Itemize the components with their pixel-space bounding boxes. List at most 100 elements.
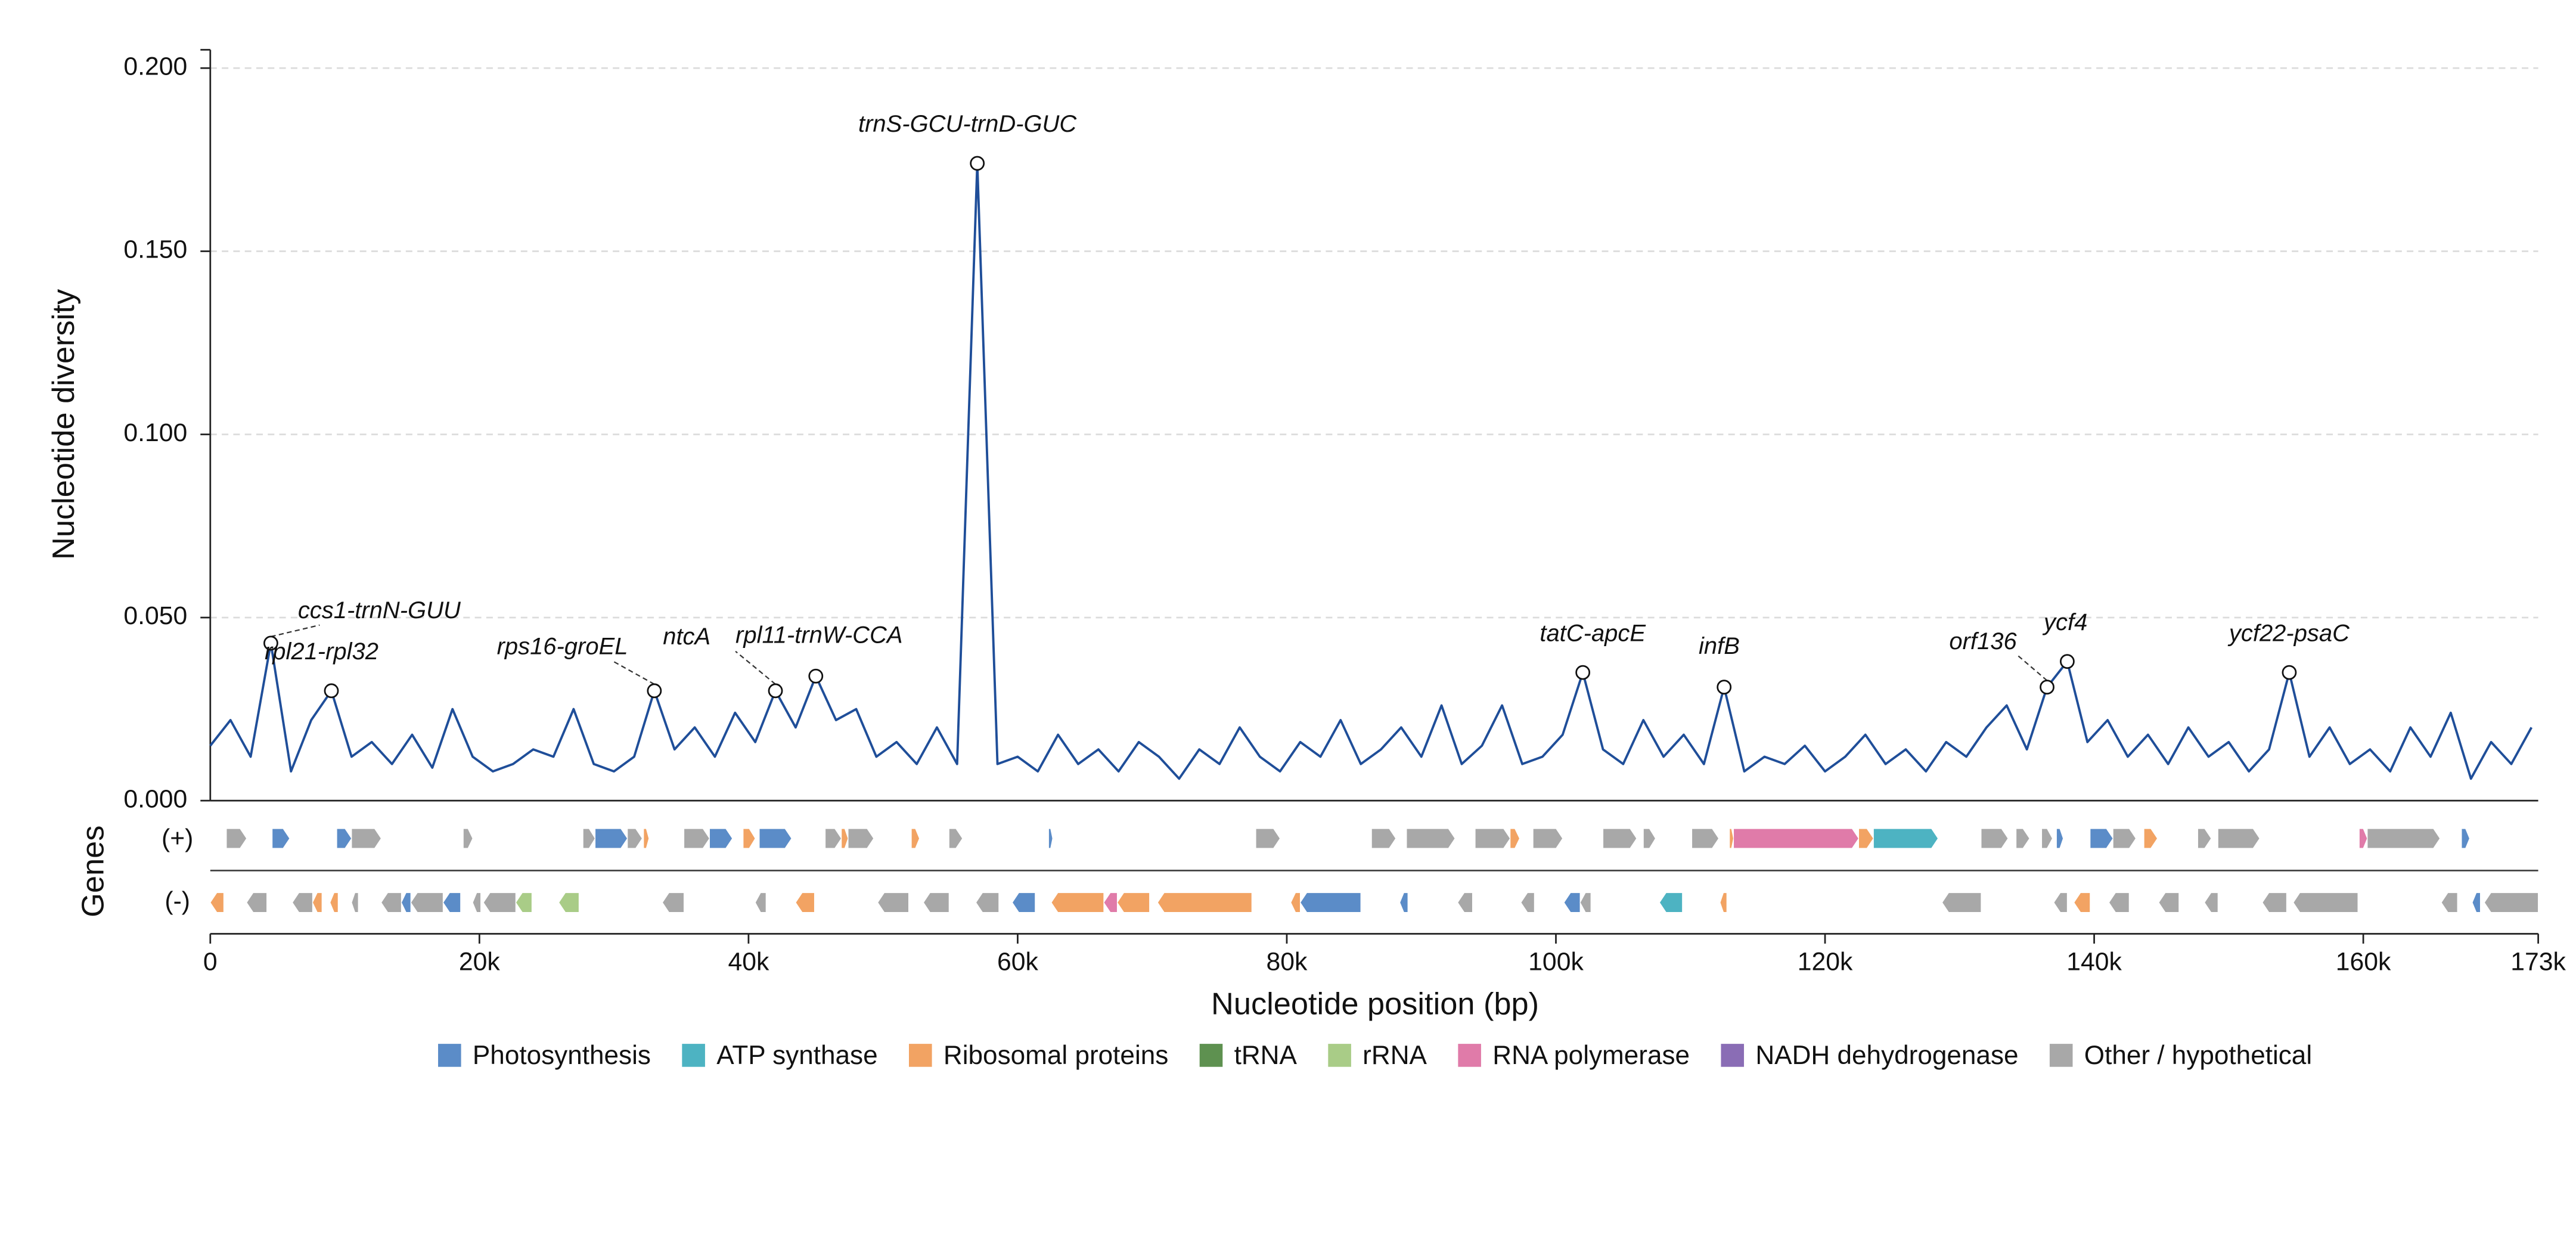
gene xyxy=(841,828,849,849)
gene xyxy=(330,892,339,913)
legend-label: NADH dehydrogenase xyxy=(1755,1041,2018,1070)
gene xyxy=(1255,828,1281,849)
gene xyxy=(351,828,382,849)
gene xyxy=(1520,892,1535,913)
gene xyxy=(643,828,650,849)
gene xyxy=(2484,892,2539,913)
gene xyxy=(558,892,579,913)
gene xyxy=(948,828,963,849)
gene xyxy=(291,892,313,913)
gene xyxy=(848,828,874,849)
gene xyxy=(1048,828,1053,849)
legend-swatch xyxy=(2049,1044,2073,1067)
x-tick-label: 140k xyxy=(2066,947,2122,976)
gene xyxy=(1399,892,1408,913)
gene xyxy=(1659,892,1683,913)
annotation-point xyxy=(324,683,339,699)
annotation-point xyxy=(768,683,783,699)
gene xyxy=(2143,828,2158,849)
annotation-label: rpl21-rpl32 xyxy=(265,638,378,665)
annotation-label: ntcA xyxy=(663,624,710,650)
gene xyxy=(246,892,268,913)
gene xyxy=(1733,828,1860,849)
gene xyxy=(1371,828,1396,849)
gene xyxy=(2056,828,2064,849)
gene xyxy=(1941,892,1982,913)
gene xyxy=(759,828,792,849)
gene xyxy=(1981,828,2009,849)
gene xyxy=(2053,892,2068,913)
annotation-label: ycf22-psaC xyxy=(2227,620,2350,646)
legend-label: tRNA xyxy=(1234,1041,1298,1070)
legend-label: Photosynthesis xyxy=(473,1041,651,1070)
y-axis-title: Nucleotide diversity xyxy=(46,289,81,560)
gene xyxy=(2204,892,2218,913)
x-axis-title: Nucleotide position (bp) xyxy=(1211,987,1539,1022)
annotation-leader xyxy=(612,660,655,685)
gene xyxy=(1510,828,1520,849)
x-tick-label: 160k xyxy=(2336,947,2391,976)
gene xyxy=(1563,892,1581,913)
gene xyxy=(463,828,473,849)
annotation-leader xyxy=(735,650,776,685)
gene xyxy=(627,828,643,849)
gene xyxy=(1051,892,1104,913)
gene xyxy=(210,892,224,913)
gene xyxy=(1691,828,1720,849)
gene xyxy=(2112,828,2137,849)
gene xyxy=(336,828,352,849)
gene xyxy=(1103,892,1118,913)
x-tick-label: 120k xyxy=(1798,947,1853,976)
gene xyxy=(1290,892,1301,913)
y-tick-label: 0.100 xyxy=(123,418,187,447)
gene xyxy=(825,828,842,849)
gene xyxy=(1299,892,1361,913)
legend-label: ATP synthase xyxy=(716,1041,877,1070)
gene xyxy=(472,892,482,913)
legend-swatch xyxy=(1199,1044,1223,1067)
annotation-leader xyxy=(271,624,320,638)
gene-track-title: Genes xyxy=(76,826,111,917)
y-tick-label: 0.150 xyxy=(123,235,187,264)
plus-strand-label: (+) xyxy=(162,824,193,853)
gene xyxy=(410,892,443,913)
gene xyxy=(1720,892,1727,913)
y-tick-label: 0.050 xyxy=(123,601,187,630)
gene xyxy=(2472,892,2481,913)
gene xyxy=(2197,828,2212,849)
gene xyxy=(2090,828,2113,849)
gene xyxy=(401,892,411,913)
annotation-label: infB xyxy=(1699,633,1740,659)
gene xyxy=(2262,892,2287,913)
minus-strand-label: (-) xyxy=(165,886,190,915)
y-tick-label: 0.000 xyxy=(123,784,187,813)
gene xyxy=(2461,828,2471,849)
gene xyxy=(2367,828,2441,849)
x-tick-label: 40k xyxy=(728,947,769,976)
gene xyxy=(1116,892,1150,913)
annotation-label: ccs1-trnN-GUU xyxy=(298,597,461,624)
gene xyxy=(2158,892,2180,913)
gene xyxy=(1729,828,1734,849)
x-tick-label: 20k xyxy=(459,947,501,976)
annotation-point xyxy=(2040,680,2054,695)
gene xyxy=(380,892,402,913)
gene xyxy=(1643,828,1656,849)
annotation-label: orf136 xyxy=(1949,628,2017,655)
gene xyxy=(351,892,359,913)
gene xyxy=(1602,828,1637,849)
annotation-label: trnS-GCU-trnD-GUC xyxy=(858,111,1077,137)
legend-swatch xyxy=(1328,1044,1351,1067)
gene xyxy=(2358,828,2368,849)
legend-label: Other / hypothetical xyxy=(2084,1041,2312,1070)
gene xyxy=(312,892,322,913)
gene xyxy=(1873,828,1939,849)
legend-swatch xyxy=(1458,1044,1481,1067)
gene xyxy=(662,892,685,913)
x-tick-label: 80k xyxy=(1267,947,1308,976)
gene xyxy=(2108,892,2130,913)
annotation-label: ycf4 xyxy=(2042,609,2087,635)
annotation-point xyxy=(647,683,662,699)
gene xyxy=(1157,892,1252,913)
x-tick-label: 60k xyxy=(997,947,1039,976)
